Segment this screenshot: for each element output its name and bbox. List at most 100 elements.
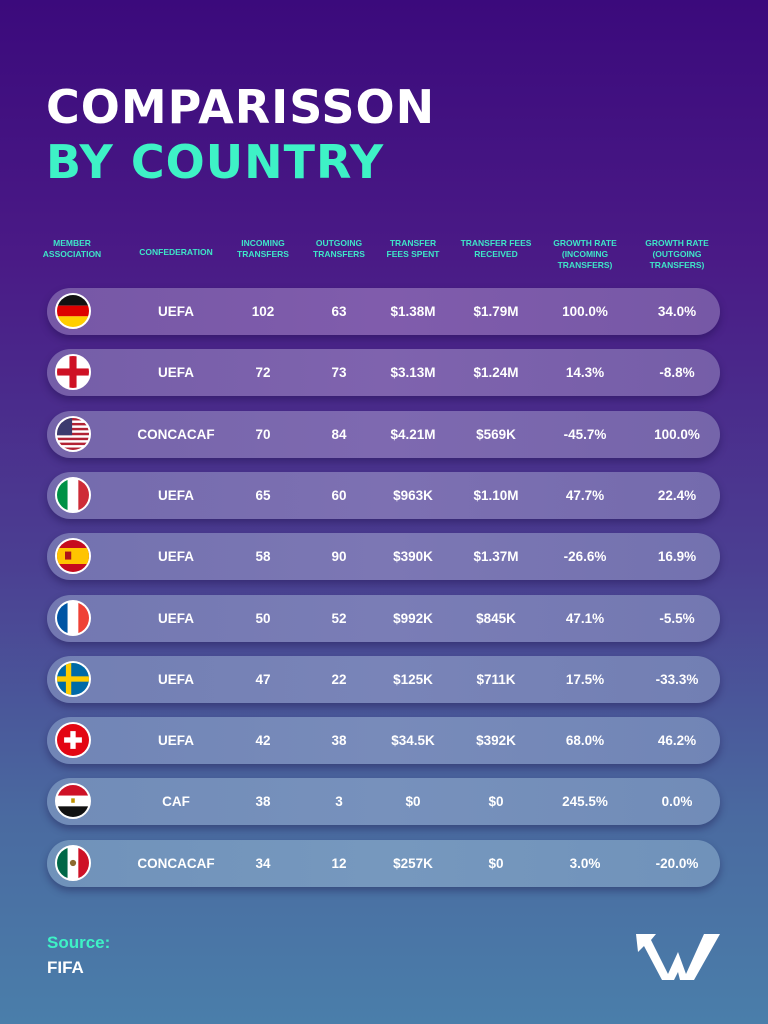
mexico-flag-icon [55,844,91,881]
table-row: UEFA 50 52 $992K $845K 47.1% -5.5% [47,594,720,642]
switzerland-flag-icon [55,722,91,759]
cell-outgoing: 12 [331,855,347,871]
cell-outgoing: 73 [331,365,347,381]
cell-growth-out: 34.0% [657,304,697,319]
cell-growth-in: 47.1% [565,610,605,626]
source-label: Source: [47,933,111,952]
cell-growth-out: 100.0% [654,426,700,442]
brand-logo [636,934,720,980]
cell-received: $711K [476,671,516,687]
cell-growth-in: 100.0% [562,304,608,319]
cell-growth-in: 245.5% [562,794,608,810]
cell-spent: $4.21M [390,426,436,442]
cell-spent: $34.5K [391,733,435,749]
cell-outgoing: 52 [331,610,347,626]
spain-flag-icon [55,538,91,575]
cell-growth-in: 68.0% [565,733,605,749]
cell-growth-out: 22.4% [657,487,697,503]
cell-incoming: 34 [255,855,271,871]
cell-growth-out: -20.0% [655,855,699,871]
cell-confederation: UEFA [157,671,195,687]
cell-growth-out: 16.9% [657,549,697,565]
cell-spent: $0 [405,794,421,810]
cell-incoming: 38 [255,794,271,810]
cell-received: $1.10M [473,487,519,503]
table-row: CONCACAF 34 12 $257K $0 3.0% -20.0% [47,839,720,887]
cell-outgoing: 90 [331,549,347,565]
cell-received: $1.24M [473,365,519,381]
cell-received: $569K [476,426,516,442]
table-row: UEFA 47 22 $125K $711K 17.5% -33.3% [47,655,720,703]
cell-confederation: UEFA [157,733,195,749]
england-flag-icon [55,354,91,391]
sweden-flag-icon [55,660,91,697]
header-member-association: MEMBER ASSOCIATION [42,238,102,259]
cell-spent: $963K [393,487,433,503]
cell-growth-in: 3.0% [569,855,601,871]
cell-growth-in: 17.5% [565,671,605,687]
cell-incoming: 47 [255,671,271,687]
table-row: UEFA 65 60 $963K $1.10M 47.7% 22.4% [47,471,720,519]
source-value: FIFA [47,958,84,977]
cell-confederation: UEFA [157,487,195,503]
cell-confederation: CONCACAF [137,426,215,442]
cell-growth-in: -26.6% [563,549,607,565]
cell-confederation: CONCACAF [137,855,215,871]
header-fees-received: TRANSFER FEES RECEIVED [460,238,532,259]
cell-outgoing: 38 [331,733,347,749]
cell-received: $1.37M [473,549,519,565]
cell-spent: $257K [393,855,433,871]
cell-confederation: UEFA [157,365,195,381]
cell-received: $0 [488,794,504,810]
egypt-flag-icon [55,783,91,820]
cell-growth-out: -8.8% [659,365,695,381]
cell-incoming: 70 [255,426,271,442]
cell-outgoing: 3 [335,794,343,810]
cell-confederation: UEFA [157,610,195,626]
cell-outgoing: 63 [331,304,347,319]
cell-growth-out: 46.2% [657,733,697,749]
table-row: UEFA 102 63 $1.38M $1.79M 100.0% 34.0% [47,288,720,335]
cell-spent: $992K [393,610,433,626]
cell-spent: $125K [393,671,433,687]
cell-growth-in: 14.3% [565,365,605,381]
cell-outgoing: 22 [331,671,347,687]
header-outgoing-transfers: OUTGOING TRANSFERS [313,238,365,259]
germany-flag-icon [55,293,91,329]
cell-growth-out: -5.5% [659,610,695,626]
cell-incoming: 42 [255,733,271,749]
cell-incoming: 50 [255,610,271,626]
header-incoming-transfers: INCOMING TRANSFERS [237,238,289,259]
cell-growth-out: -33.3% [655,671,699,687]
header-growth-incoming: GROWTH RATE (INCOMING TRANSFERS) [553,238,617,270]
cell-received: $0 [488,855,504,871]
cell-growth-in: 47.7% [565,487,605,503]
cell-received: $845K [476,610,516,626]
cell-spent: $3.13M [390,365,436,381]
france-flag-icon [55,599,91,636]
title-line-2: BY COUNTRY [46,135,385,189]
cell-growth-out: 0.0% [661,794,693,810]
table-row: CONCACAF 70 84 $4.21M $569K -45.7% 100.0% [47,410,720,458]
cell-outgoing: 60 [331,487,347,503]
cell-incoming: 58 [255,549,271,565]
cell-incoming: 72 [255,365,271,381]
header-confederation: CONFEDERATION [139,247,213,257]
cell-growth-in: -45.7% [563,426,607,442]
cell-spent: $1.38M [390,304,436,319]
cell-outgoing: 84 [331,426,347,442]
cell-spent: $390K [393,549,433,565]
cell-confederation: UEFA [157,304,195,319]
header-growth-outgoing: GROWTH RATE (OUTGOING TRANSFERS) [645,238,709,270]
cell-confederation: CAF [162,794,190,810]
cell-received: $1.79M [473,304,519,319]
table-row: UEFA 58 90 $390K $1.37M -26.6% 16.9% [47,533,720,581]
table-row: UEFA 42 38 $34.5K $392K 68.0% 46.2% [47,717,720,765]
cell-confederation: UEFA [157,549,195,565]
usa-flag-icon [55,415,91,452]
table-row: CAF 38 3 $0 $0 245.5% 0.0% [47,778,720,826]
table-row: UEFA 72 73 $3.13M $1.24M 14.3% -8.8% [47,349,720,397]
cell-incoming: 65 [255,487,271,503]
italy-flag-icon [55,476,91,513]
header-fees-spent: TRANSFER FEES SPENT [386,238,440,259]
